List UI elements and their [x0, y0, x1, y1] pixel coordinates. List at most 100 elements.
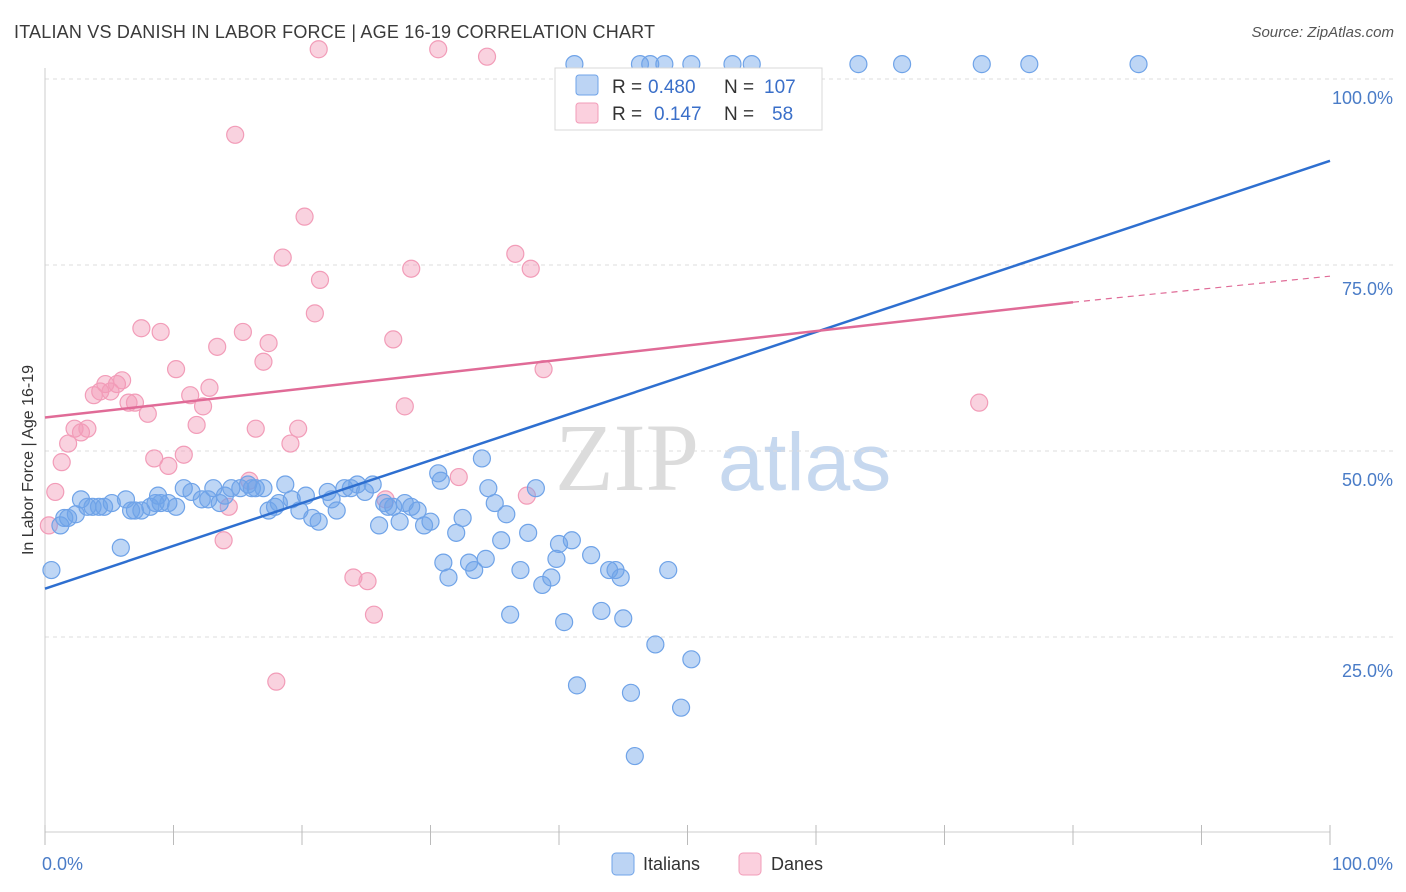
danes-point-29 [226, 125, 245, 144]
italians-point-98 [1020, 55, 1039, 74]
danes-point-2 [52, 453, 71, 472]
danes-point-33 [254, 352, 273, 371]
danes-point-10 [101, 382, 120, 401]
danes-point-6 [78, 419, 97, 438]
italians-point-75 [567, 676, 587, 695]
source-credit: Source: ZipAtlas.com [1251, 24, 1394, 41]
trend-lines [44, 159, 1331, 590]
danes-point-30 [233, 322, 252, 342]
danes-point-21 [174, 445, 193, 464]
gridlines [45, 78, 1393, 638]
danes-point-49 [429, 40, 448, 59]
danes-point-35 [267, 672, 286, 691]
italians-point-101 [83, 497, 102, 516]
italians-point-21 [192, 490, 211, 509]
italians-point-85 [671, 698, 691, 717]
italians-point-102 [148, 486, 168, 505]
danes-point-38 [289, 419, 308, 438]
italians-point-0 [42, 560, 61, 580]
italians-point-72 [547, 549, 566, 568]
danes-point-39 [295, 207, 314, 226]
legend-swatch-danes [575, 102, 599, 124]
danes-point-17 [145, 449, 164, 468]
danes-point-32 [246, 419, 265, 438]
italians-point-55 [429, 464, 448, 483]
italians-point-8 [102, 493, 121, 513]
italians-point-12 [125, 501, 145, 520]
watermark-atlas: atlas [718, 417, 891, 508]
italians-point-68 [519, 523, 538, 542]
legend-box [554, 67, 823, 131]
italians-point-64 [485, 493, 504, 513]
danes-point-25 [200, 378, 219, 397]
italians-point-67 [511, 560, 530, 580]
x-axis-ticks [44, 825, 1331, 845]
bottom-legend-label-italians: Italians [643, 854, 700, 874]
danes-point-18 [151, 322, 170, 342]
danes-trend-line-extension [1072, 275, 1331, 303]
danes-point-27 [214, 531, 233, 550]
danes-point-41 [310, 270, 330, 289]
danes-point-28 [219, 497, 238, 516]
y-axis-label: In Labor Force | Age 16-19 [20, 365, 37, 555]
italians-point-106 [375, 493, 394, 513]
danes-point-37 [281, 434, 300, 453]
italians-point-30 [254, 479, 273, 498]
italians-point-99 [1129, 55, 1148, 74]
danes-point-52 [506, 244, 525, 263]
italians-point-57 [439, 568, 458, 587]
danes-point-47 [395, 397, 414, 416]
italians-point-110 [476, 549, 495, 568]
italians-point-65 [492, 531, 511, 550]
danes-point-44 [364, 605, 384, 624]
y-tick-label-100: 100.0% [1332, 88, 1393, 108]
bottom-legend-label-danes: Danes [771, 854, 823, 874]
italians-point-69 [526, 479, 545, 498]
danes-point-20 [166, 360, 186, 379]
italians-point-86 [682, 650, 701, 669]
italians-point-71 [542, 568, 561, 587]
italians-point-109 [611, 568, 630, 587]
danes-point-57 [309, 40, 328, 59]
correlation-legend: R = 0.480 N = 107 R = 0.147 N = 58 [554, 67, 823, 131]
y-tick-label-75: 75.0% [1342, 279, 1393, 299]
legend-n-value-danes: 58 [772, 104, 793, 125]
danes-point-48 [402, 259, 421, 278]
danes-point-22 [181, 386, 200, 405]
series-italians [42, 55, 1148, 766]
italians-point-13 [132, 501, 151, 520]
italians-point-54 [421, 512, 440, 531]
chart-title: ITALIAN VS DANISH IN LABOR FORCE | AGE 1… [14, 22, 656, 42]
bottom-legend-swatch-danes [738, 852, 762, 876]
danes-point-12 [112, 371, 132, 390]
italians-point-20 [182, 482, 201, 502]
italians-point-76 [582, 546, 601, 565]
italians-point-66 [501, 605, 520, 624]
italians-point-108 [497, 505, 516, 524]
italians-point-84 [659, 560, 678, 580]
danes-point-56 [970, 393, 989, 412]
series-danes [39, 40, 989, 691]
danes-point-54 [521, 259, 540, 278]
danes-trend-line [44, 300, 1074, 419]
italians-point-100 [55, 508, 74, 528]
italians-point-18 [166, 497, 186, 516]
italians-point-40 [327, 501, 346, 520]
italians-point-96 [892, 55, 912, 74]
danes-point-36 [273, 248, 292, 267]
watermark-zip: ZIP [555, 404, 699, 511]
danes-point-43 [358, 572, 377, 591]
danes-point-40 [305, 304, 324, 323]
danes-point-26 [208, 337, 227, 356]
danes-point-1 [46, 482, 65, 502]
italians-point-80 [614, 609, 633, 628]
italians-point-62 [472, 449, 491, 468]
y-tick-label-50: 50.0% [1342, 470, 1393, 490]
italians-point-49 [390, 512, 409, 531]
danes-point-24 [193, 397, 213, 416]
danes-point-46 [384, 330, 403, 349]
legend-r-label-danes: R = [612, 104, 642, 125]
italians-point-83 [646, 635, 665, 654]
italians-point-73 [555, 613, 574, 632]
legend-n-label-danes: N = [724, 104, 754, 125]
